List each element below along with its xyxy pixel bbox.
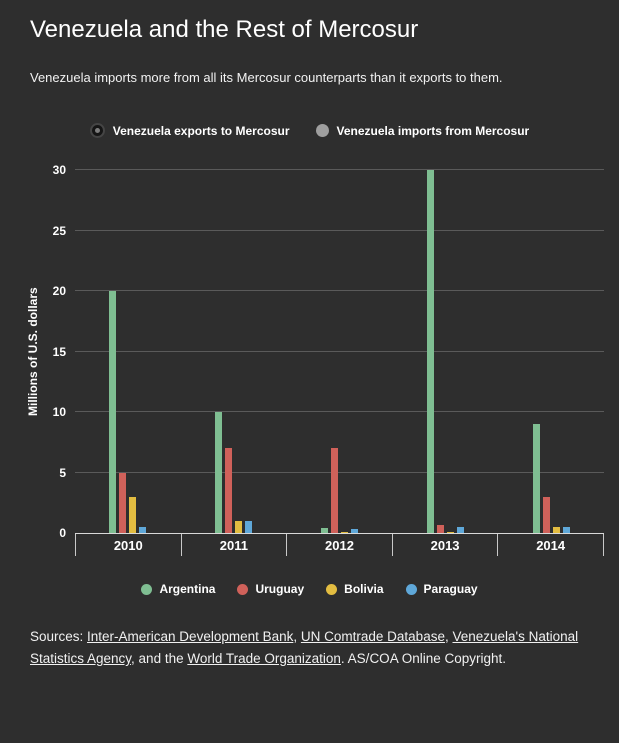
source-text: , — [444, 629, 453, 644]
toggle-label: Venezuela exports to Mercosur — [112, 123, 290, 138]
bar-group-2013 — [392, 170, 498, 533]
gridline — [75, 229, 604, 231]
bar-uruguay-2010[interactable] — [119, 472, 127, 533]
y-tick-label: 5 — [59, 465, 66, 480]
bar-argentina-2010[interactable] — [109, 291, 117, 533]
source-text: , — [293, 629, 301, 644]
bar-paraguay-2013[interactable] — [456, 526, 464, 533]
bar-argentina-2013[interactable] — [426, 170, 434, 533]
bar-argentina-2012[interactable] — [320, 528, 328, 533]
legend-color-dot — [237, 583, 249, 595]
legend-color-dot — [326, 583, 338, 595]
gridline — [75, 471, 604, 473]
page-subtitle: Venezuela imports more from all its Merc… — [30, 70, 503, 85]
gridline — [75, 290, 604, 291]
bar-bolivia-2014[interactable] — [552, 526, 560, 533]
gridline — [75, 411, 604, 412]
legend-label: Paraguay — [423, 582, 478, 596]
legend-label: Uruguay — [255, 582, 305, 596]
y-tick-label: 30 — [52, 163, 66, 177]
bar-paraguay-2010[interactable] — [139, 526, 147, 533]
x-axis-label-2012: 2012 — [286, 534, 392, 556]
bar-group-2010 — [75, 170, 181, 533]
plot-area — [75, 169, 604, 534]
legend-item-bolivia: Bolivia — [326, 582, 384, 596]
legend-color-dot — [141, 583, 153, 595]
legend-label: Bolivia — [344, 582, 384, 596]
bar-uruguay-2011[interactable] — [225, 448, 233, 533]
bar-bolivia-2010[interactable] — [129, 496, 137, 533]
bar-bolivia-2013[interactable] — [446, 531, 454, 533]
gridline — [75, 169, 604, 170]
series-toggle-group: Venezuela exports to Mercosur Venezuela i… — [0, 123, 619, 138]
legend-item-uruguay: Uruguay — [237, 582, 304, 596]
bar-argentina-2011[interactable] — [215, 412, 223, 533]
y-tick-label: 0 — [59, 526, 66, 540]
y-tick-label: 15 — [52, 344, 66, 359]
source-link[interactable]: Venezuela's National Statistics Agency — [30, 629, 579, 666]
toggle-exports[interactable]: Venezuela exports to Mercosur — [89, 123, 290, 138]
x-axis-label-2011: 2011 — [180, 534, 287, 556]
toggle-label: Venezuela imports from Mercosur — [336, 123, 530, 138]
x-axis-label-2013: 2013 — [391, 534, 498, 556]
source-text: Sources: — [30, 629, 88, 644]
page-title: Venezuela and the Rest of Mercosur — [30, 16, 419, 43]
bar-paraguay-2014[interactable] — [562, 526, 570, 533]
legend-color-dot — [405, 583, 417, 595]
x-axis: 2010 2011 2012 2013 2014 — [75, 534, 604, 556]
y-axis-ticks: 0 5 10 15 20 25 30 — [0, 163, 66, 540]
legend-label: Argentina — [159, 582, 216, 596]
source-text: , and the — [131, 651, 188, 666]
source-link[interactable]: World Trade Organization — [187, 651, 341, 666]
gridline — [75, 350, 604, 352]
bar-uruguay-2014[interactable] — [542, 496, 550, 533]
sources-text: Sources: Inter-American Development Bank… — [30, 626, 589, 670]
radio-unselected-icon — [315, 124, 329, 137]
x-axis-label-2014: 2014 — [497, 534, 604, 556]
y-tick-label: 10 — [52, 405, 66, 419]
source-text: . AS/COA Online Copyright. — [340, 651, 507, 666]
legend-item-argentina: Argentina — [141, 582, 215, 596]
bar-paraguay-2011[interactable] — [245, 520, 253, 533]
legend-item-paraguay: Paraguay — [405, 582, 478, 596]
toggle-imports[interactable]: Venezuela imports from Mercosur — [315, 123, 530, 138]
bar-bolivia-2012[interactable] — [340, 531, 348, 533]
x-axis-label-2010: 2010 — [75, 534, 181, 556]
bar-group-2011 — [181, 170, 287, 533]
bar-paraguay-2012[interactable] — [350, 529, 358, 533]
chart-legend: Argentina Uruguay Bolivia Paraguay — [0, 582, 619, 596]
bar-bolivia-2011[interactable] — [235, 520, 243, 533]
bar-argentina-2014[interactable] — [532, 424, 540, 533]
source-link[interactable]: Inter-American Development Bank — [87, 629, 294, 644]
radio-selected-icon — [89, 123, 105, 138]
bar-uruguay-2013[interactable] — [436, 524, 444, 533]
bar-uruguay-2012[interactable] — [330, 448, 338, 533]
y-tick-label: 25 — [52, 223, 66, 238]
bar-chart: Millions of U.S. dollars 0 5 10 15 20 25 30 20… — [0, 162, 619, 564]
y-tick-label: 20 — [52, 284, 66, 298]
bar-group-2014 — [498, 170, 604, 533]
source-link[interactable]: UN Comtrade Database — [300, 629, 445, 644]
bar-group-2012 — [287, 170, 393, 533]
